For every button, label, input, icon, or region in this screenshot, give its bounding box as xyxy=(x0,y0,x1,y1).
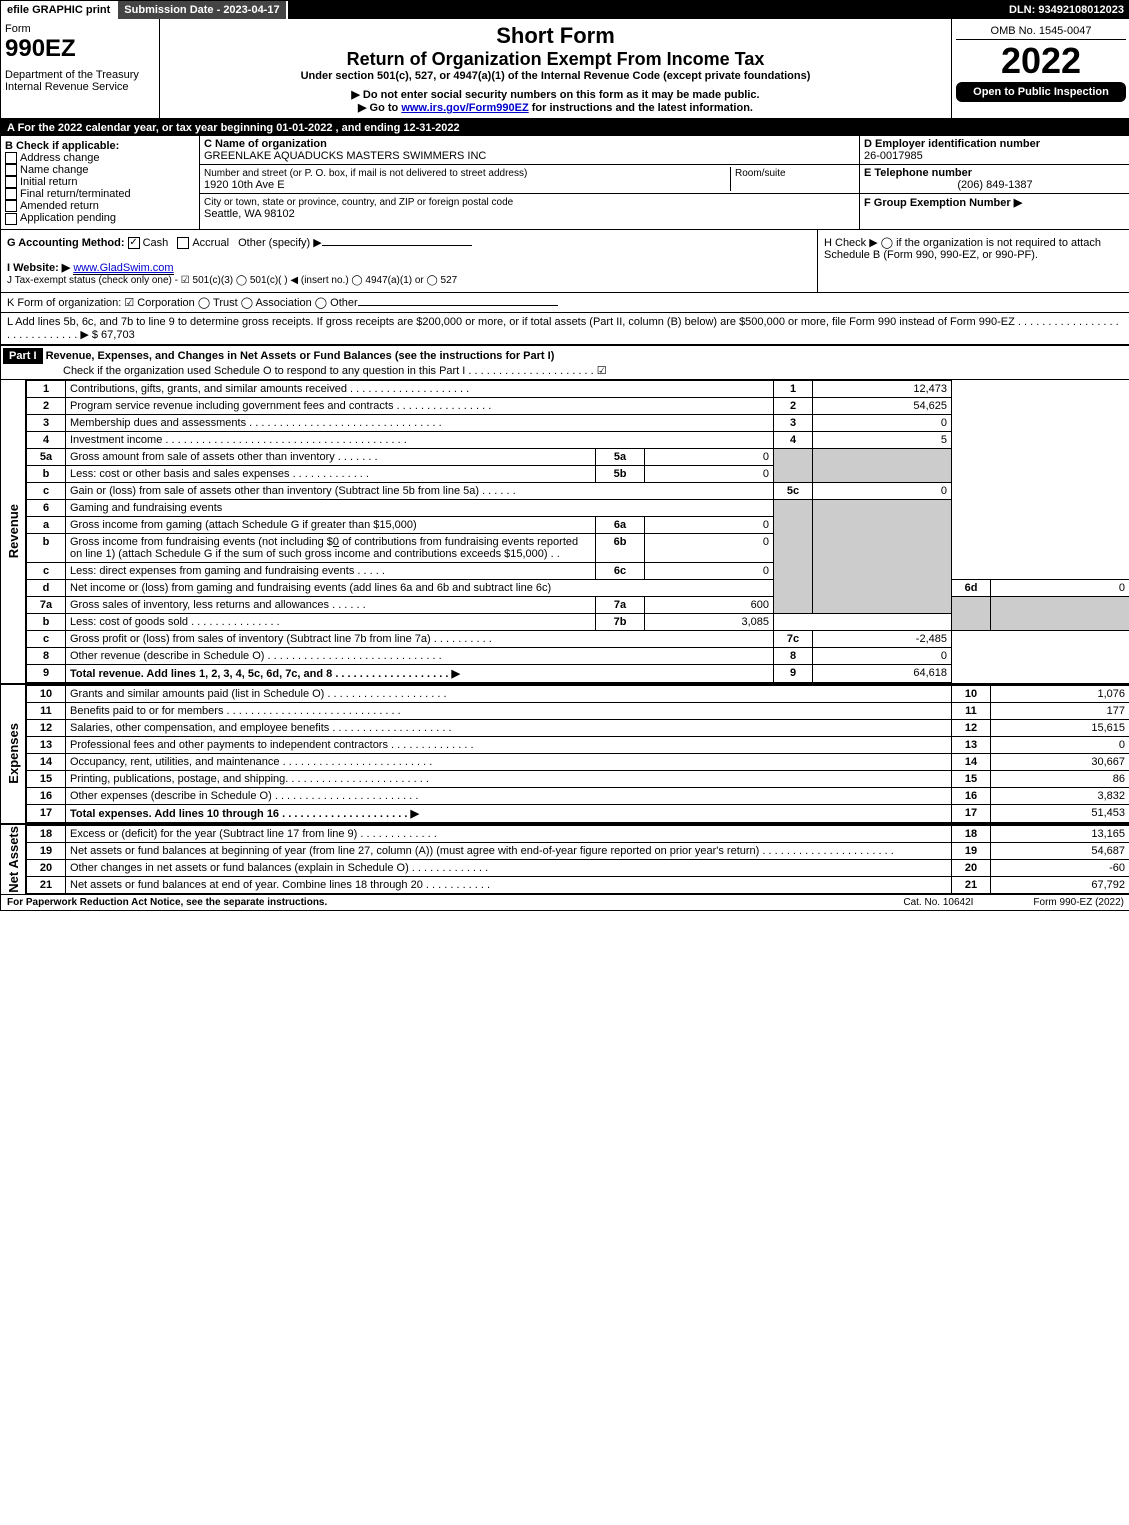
netassets-vlabel: Net Assets xyxy=(6,826,21,893)
e-label: E Telephone number xyxy=(864,167,972,179)
note2-post: for instructions and the latest informat… xyxy=(529,102,753,114)
open-public: Open to Public Inspection xyxy=(956,82,1126,102)
form-word: Form xyxy=(5,23,155,35)
header-mid: Short Form Return of Organization Exempt… xyxy=(160,19,951,118)
city: Seattle, WA 98102 xyxy=(204,208,295,220)
part1-check: Check if the organization used Schedule … xyxy=(63,365,607,377)
phone: (206) 849-1387 xyxy=(864,179,1126,191)
check-accrual[interactable] xyxy=(177,237,189,249)
check-pending[interactable]: Application pending xyxy=(5,212,195,224)
check-name[interactable]: Name change xyxy=(5,164,195,176)
street: 1920 10th Ave E xyxy=(204,179,285,191)
check-applicable: B Check if applicable: Address change Na… xyxy=(1,136,200,229)
j-label: J Tax-exempt status (check only one) - ☑… xyxy=(7,275,457,286)
part1-title: Revenue, Expenses, and Changes in Net As… xyxy=(46,350,555,362)
tax-year: 2022 xyxy=(956,40,1126,82)
form-number: 990EZ xyxy=(5,35,155,63)
note-link-row: ▶ Go to www.irs.gov/Form990EZ for instru… xyxy=(164,101,947,114)
netassets-table: 18Excess or (deficit) for the year (Subt… xyxy=(26,825,1129,894)
check-amended[interactable]: Amended return xyxy=(5,200,195,212)
d-label: D Employer identification number xyxy=(864,138,1040,150)
ein: 26-0017985 xyxy=(864,150,923,162)
org-name: GREENLAKE AQUADUCKS MASTERS SWIMMERS INC xyxy=(204,150,486,162)
expenses-table: 10Grants and similar amounts paid (list … xyxy=(26,685,1129,823)
footer: For Paperwork Reduction Act Notice, see … xyxy=(1,894,1129,910)
dln-label: DLN: 93492108012023 xyxy=(1003,1,1129,19)
f-label: F Group Exemption Number ▶ xyxy=(864,197,1022,209)
b-label: B Check if applicable: xyxy=(5,140,195,152)
title-short: Short Form xyxy=(164,23,947,49)
g-label: G Accounting Method: xyxy=(7,237,125,249)
topbar: efile GRAPHIC print Submission Date - 20… xyxy=(1,1,1129,19)
expenses-vlabel: Expenses xyxy=(6,723,21,784)
header-left: Form 990EZ Department of the Treasury In… xyxy=(1,19,160,118)
c-label: C Name of organization xyxy=(204,138,327,150)
part1-header: Part I Revenue, Expenses, and Changes in… xyxy=(1,345,1129,380)
org-info: C Name of organization GREENLAKE AQUADUC… xyxy=(200,136,859,229)
other-label: Other (specify) ▶ xyxy=(238,237,322,249)
dept-label: Department of the Treasury xyxy=(5,69,155,81)
website-link[interactable]: www.GladSwim.com xyxy=(73,262,173,275)
revenue-table: 1Contributions, gifts, grants, and simil… xyxy=(26,380,1129,683)
footer-left: For Paperwork Reduction Act Notice, see … xyxy=(7,897,843,908)
footer-right: Form 990-EZ (2022) xyxy=(1033,897,1124,908)
k-label: K Form of organization: ☑ Corporation ◯ … xyxy=(7,297,358,309)
check-initial[interactable]: Initial return xyxy=(5,176,195,188)
right-info: D Employer identification number 26-0017… xyxy=(859,136,1129,229)
subtitle: Under section 501(c), 527, or 4947(a)(1)… xyxy=(164,70,947,82)
line-a: A For the 2022 calendar year, or tax yea… xyxy=(1,120,1129,136)
room-label: Room/suite xyxy=(735,168,786,179)
irs-link[interactable]: www.irs.gov/Form990EZ xyxy=(401,102,528,114)
l-label: L Add lines 5b, 6c, and 7b to line 9 to … xyxy=(7,316,1119,341)
h-label: H Check ▶ ◯ if the organization is not r… xyxy=(824,237,1101,261)
efile-label: efile GRAPHIC print xyxy=(1,1,118,19)
accrual-label: Accrual xyxy=(192,237,229,249)
note-ssn: ▶ Do not enter social security numbers o… xyxy=(164,88,947,101)
revenue-vlabel: Revenue xyxy=(6,504,21,558)
city-label: City or town, state or province, country… xyxy=(204,197,513,208)
check-address[interactable]: Address change xyxy=(5,152,195,164)
check-final[interactable]: Final return/terminated xyxy=(5,188,195,200)
i-label: I Website: ▶ xyxy=(7,262,70,274)
irs-label: Internal Revenue Service xyxy=(5,81,155,93)
note2-pre: ▶ Go to xyxy=(358,102,401,114)
footer-mid: Cat. No. 10642I xyxy=(903,897,973,908)
section-b: B Check if applicable: Address change Na… xyxy=(1,136,1129,230)
title-main: Return of Organization Exempt From Incom… xyxy=(164,49,947,70)
form-page: efile GRAPHIC print Submission Date - 20… xyxy=(0,0,1129,911)
part1-label: Part I xyxy=(3,348,43,364)
cash-label: Cash xyxy=(143,237,169,249)
header: Form 990EZ Department of the Treasury In… xyxy=(1,19,1129,120)
header-right: OMB No. 1545-0047 2022 Open to Public In… xyxy=(951,19,1129,118)
check-cash[interactable] xyxy=(128,237,140,249)
omb-number: OMB No. 1545-0047 xyxy=(956,23,1126,40)
submission-date: Submission Date - 2023-04-17 xyxy=(118,1,287,19)
street-label: Number and street (or P. O. box, if mail… xyxy=(204,168,527,179)
